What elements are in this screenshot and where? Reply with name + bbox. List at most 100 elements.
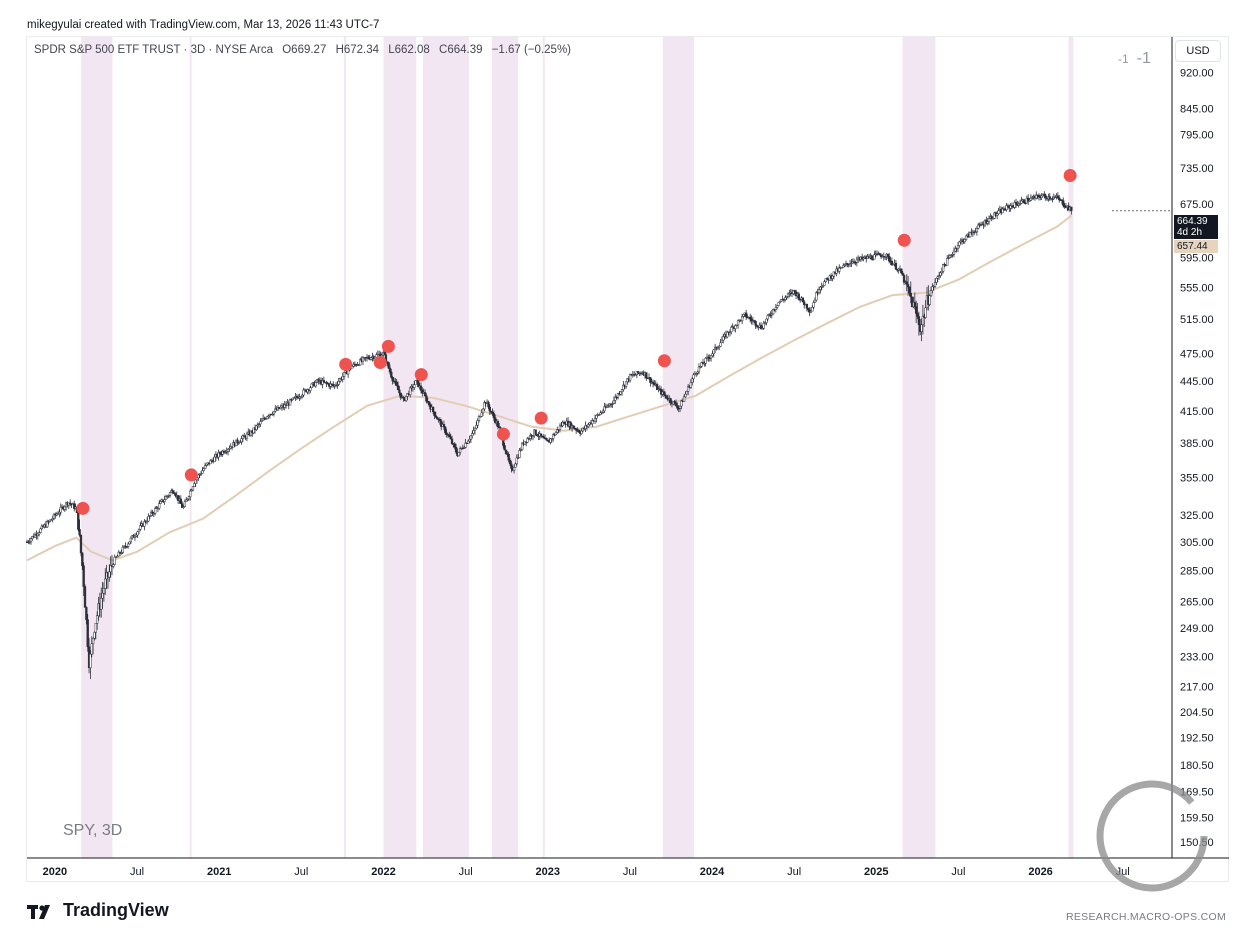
candle-body	[337, 381, 340, 385]
candle-body	[699, 365, 702, 368]
signal-dot[interactable]	[339, 357, 353, 371]
ouroboros-watermark-icon	[1096, 780, 1208, 892]
candle-body	[293, 397, 296, 399]
signal-dot[interactable]	[373, 356, 387, 370]
price-tick-label: 735.00	[1180, 163, 1214, 175]
signal-dot[interactable]	[414, 368, 428, 382]
candle-body	[704, 358, 707, 364]
candle-body	[831, 275, 834, 279]
candle-body	[1063, 205, 1066, 207]
signal-dot[interactable]	[76, 501, 90, 515]
signal-dot[interactable]	[1063, 168, 1077, 182]
candle-body	[792, 290, 795, 294]
signal-dot[interactable]	[496, 427, 510, 441]
candle-body	[510, 463, 513, 469]
candle-body	[599, 412, 602, 415]
candle-body	[910, 296, 914, 308]
candle-body	[481, 408, 485, 414]
candle-body	[288, 399, 292, 406]
candle-body	[73, 503, 76, 509]
candle-body	[539, 433, 543, 437]
candle-body	[665, 395, 668, 399]
candle-body	[593, 418, 597, 422]
candle-body	[664, 394, 667, 396]
currency-selector[interactable]: USD	[1175, 40, 1221, 62]
signal-dot[interactable]	[897, 233, 911, 247]
highlight-band-6	[1068, 37, 1074, 858]
candle-body	[958, 241, 961, 246]
candle-body	[774, 307, 778, 310]
candle-body	[154, 508, 157, 514]
candle-body	[145, 520, 149, 523]
candle-body	[886, 253, 889, 257]
candle-body	[950, 254, 953, 257]
candle-body	[186, 498, 189, 501]
candle-body	[711, 353, 714, 356]
candle-body	[127, 543, 130, 547]
event-line-0	[189, 37, 192, 858]
highlight-band-1	[383, 37, 417, 858]
candle-body	[51, 518, 54, 520]
signal-dot[interactable]	[657, 354, 671, 368]
candle-body	[634, 374, 637, 376]
candle-body	[730, 326, 733, 332]
candle-body	[873, 254, 876, 260]
candle-body	[549, 438, 552, 443]
candle-body	[217, 452, 220, 458]
candle-body	[218, 452, 222, 455]
candle-body	[391, 377, 394, 382]
signal-dot[interactable]	[534, 411, 548, 425]
candle-body	[545, 438, 548, 441]
candle-body	[754, 320, 757, 326]
candle-body	[595, 414, 598, 419]
candle-body	[554, 431, 558, 436]
candle-body	[171, 490, 174, 493]
candle-body	[935, 278, 938, 283]
candle-body	[759, 324, 763, 329]
price-tick-label: 265.00	[1180, 597, 1214, 609]
candle-body	[786, 293, 790, 297]
candle-body	[1027, 197, 1030, 202]
candle-body	[504, 449, 508, 454]
signal-dot[interactable]	[381, 339, 395, 353]
candle-body	[503, 445, 506, 451]
price-tick-label: 159.50	[1180, 812, 1214, 824]
candle-body	[892, 264, 895, 266]
candle-body	[761, 328, 764, 330]
price-tick-label: 445.00	[1180, 376, 1214, 388]
candle-body	[805, 303, 809, 309]
candle-body	[129, 537, 133, 543]
candle-body	[685, 391, 688, 395]
candle-body	[963, 239, 966, 243]
candle-body	[1048, 196, 1051, 200]
candle-body	[301, 394, 304, 397]
candle-body	[271, 413, 274, 416]
candle-body	[523, 441, 527, 445]
price-tick-label: 355.00	[1180, 472, 1214, 484]
candle-body	[620, 389, 624, 393]
candle-body	[352, 363, 355, 367]
candle-body	[1037, 195, 1041, 198]
price-tick-label: 285.00	[1180, 566, 1214, 578]
candle-body	[167, 495, 170, 497]
candle-body	[203, 465, 207, 469]
signal-dot[interactable]	[184, 468, 198, 482]
candle-body	[883, 256, 887, 258]
candle-body	[832, 271, 836, 277]
time-tick-label: 2022	[371, 866, 395, 878]
candle-body	[550, 438, 554, 440]
candle-body	[1020, 200, 1023, 204]
candle-body	[645, 372, 648, 379]
candle-body	[1040, 195, 1043, 199]
candle-body	[299, 396, 303, 398]
time-tick-label: 2024	[700, 866, 725, 878]
candle-body	[116, 555, 119, 558]
tradingview-logo[interactable]: TradingView	[27, 900, 169, 921]
candle-body	[346, 369, 350, 375]
candle-body	[819, 286, 822, 290]
candle-body	[689, 382, 692, 388]
candle-body	[900, 268, 903, 274]
candle-body	[718, 345, 721, 348]
candle-body	[194, 479, 197, 484]
